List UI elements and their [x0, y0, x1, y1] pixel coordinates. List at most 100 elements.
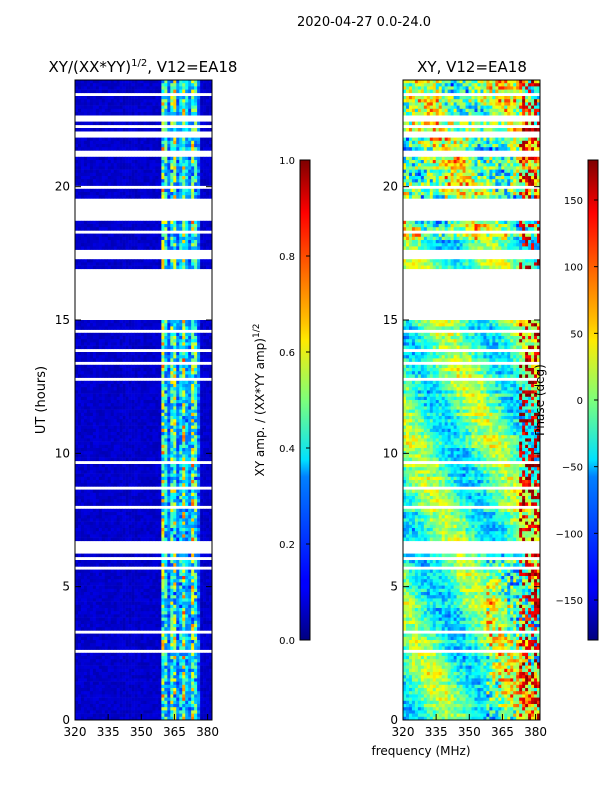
heatmap-cell [173, 108, 177, 113]
heatmap-cell [104, 339, 109, 343]
heatmap-cell [206, 454, 210, 458]
heatmap-cell [197, 169, 201, 174]
heatmap-cell [158, 89, 162, 94]
heatmap-cell [134, 528, 138, 532]
heatmap-cell [140, 496, 144, 500]
heatmap-cell [167, 176, 171, 180]
heatmap-cell [182, 435, 186, 439]
heatmap-cell [188, 137, 192, 142]
heatmap-cell [194, 448, 198, 452]
heatmap-cell [104, 422, 109, 426]
heatmap-cell [173, 195, 177, 199]
heatmap-cell [158, 112, 162, 116]
heatmap-cell [182, 374, 186, 378]
heatmap-cell [77, 412, 82, 417]
heatmap-cell [170, 233, 174, 238]
heatmap-cell [113, 384, 117, 388]
heatmap-cell [107, 224, 112, 228]
heatmap-cell [98, 390, 103, 394]
heatmap-cell [128, 176, 132, 180]
heatmap-cell [176, 240, 180, 244]
heatmap-cell [185, 188, 189, 193]
heatmap-cell [122, 528, 126, 532]
heatmap-cell [116, 531, 120, 535]
heatmap-cell [185, 553, 189, 558]
heatmap-cell [92, 473, 97, 478]
heatmap-cell [86, 396, 91, 401]
heatmap-cell [104, 160, 109, 164]
heatmap-cell [104, 128, 109, 132]
heatmap-cell [107, 89, 112, 94]
heatmap-cell [75, 332, 79, 337]
heatmap-cell [80, 480, 85, 484]
heatmap-cell [104, 108, 109, 113]
heatmap-cell [170, 451, 174, 455]
heatmap-cell [95, 492, 100, 497]
heatmap-cell [104, 326, 109, 330]
heatmap-cell [77, 531, 82, 535]
heatmap-cell [77, 320, 82, 324]
heatmap-cell [188, 572, 192, 577]
heatmap-cell [95, 320, 100, 324]
heatmap-cell [161, 163, 165, 167]
heatmap-cell [131, 524, 135, 529]
heatmap-cell [137, 243, 141, 247]
heatmap-cell [143, 236, 147, 241]
heatmap-cell [104, 390, 109, 394]
heatmap-cell [80, 128, 85, 132]
heatmap-cell [92, 345, 97, 350]
heatmap-cell [158, 400, 162, 404]
heatmap-cell [134, 432, 138, 436]
heatmap-cell [206, 227, 210, 231]
heatmap-cell [98, 496, 103, 500]
heatmap-cell [125, 422, 129, 426]
heatmap-cell [122, 368, 126, 372]
heatmap-cell [83, 352, 88, 356]
heatmap-cell [92, 144, 97, 148]
heatmap-cell [131, 441, 135, 446]
heatmap-cell [101, 166, 106, 170]
heatmap-cell [164, 355, 168, 359]
heatmap-cell [101, 336, 106, 340]
heatmap-cell [164, 96, 168, 100]
heatmap-cell [191, 368, 195, 372]
heatmap-cell [203, 259, 207, 263]
heatmap-cell [170, 428, 174, 433]
heatmap-cell [203, 400, 207, 404]
heatmap-cell [182, 579, 186, 583]
heatmap-cell [179, 451, 183, 455]
heatmap-cell [197, 563, 201, 567]
heatmap-cell [167, 579, 171, 583]
heatmap-cell [149, 444, 153, 449]
heatmap-cell [125, 236, 129, 241]
heatmap-cell [206, 345, 210, 350]
heatmap-cell [119, 342, 123, 346]
heatmap-cell [104, 480, 109, 484]
heatmap-cell [188, 195, 192, 199]
heatmap-cell [92, 384, 97, 388]
heatmap-cell [188, 528, 192, 532]
heatmap-cell [131, 448, 135, 452]
heatmap-cell [92, 492, 97, 497]
heatmap-cell [128, 195, 132, 199]
heatmap-cell [89, 406, 94, 410]
heatmap-cell [155, 182, 159, 186]
heatmap-cell [98, 147, 103, 151]
heatmap-cell [191, 454, 195, 458]
heatmap-cell [89, 188, 94, 193]
heatmap-cell [122, 121, 126, 126]
heatmap-cell [75, 473, 79, 478]
heatmap-cell [107, 128, 112, 132]
heatmap-cell [77, 403, 82, 407]
heatmap-cell [80, 172, 85, 177]
heatmap-cell [137, 422, 141, 426]
heatmap-cell [191, 144, 195, 148]
heatmap-cell [197, 534, 201, 538]
heatmap-cell [77, 112, 82, 116]
heatmap-cell [179, 240, 183, 244]
heatmap-cell [119, 112, 123, 116]
heatmap-cell [128, 441, 132, 446]
heatmap-cell [98, 320, 103, 324]
heatmap-cell [110, 534, 115, 538]
heatmap-cell [161, 515, 165, 519]
